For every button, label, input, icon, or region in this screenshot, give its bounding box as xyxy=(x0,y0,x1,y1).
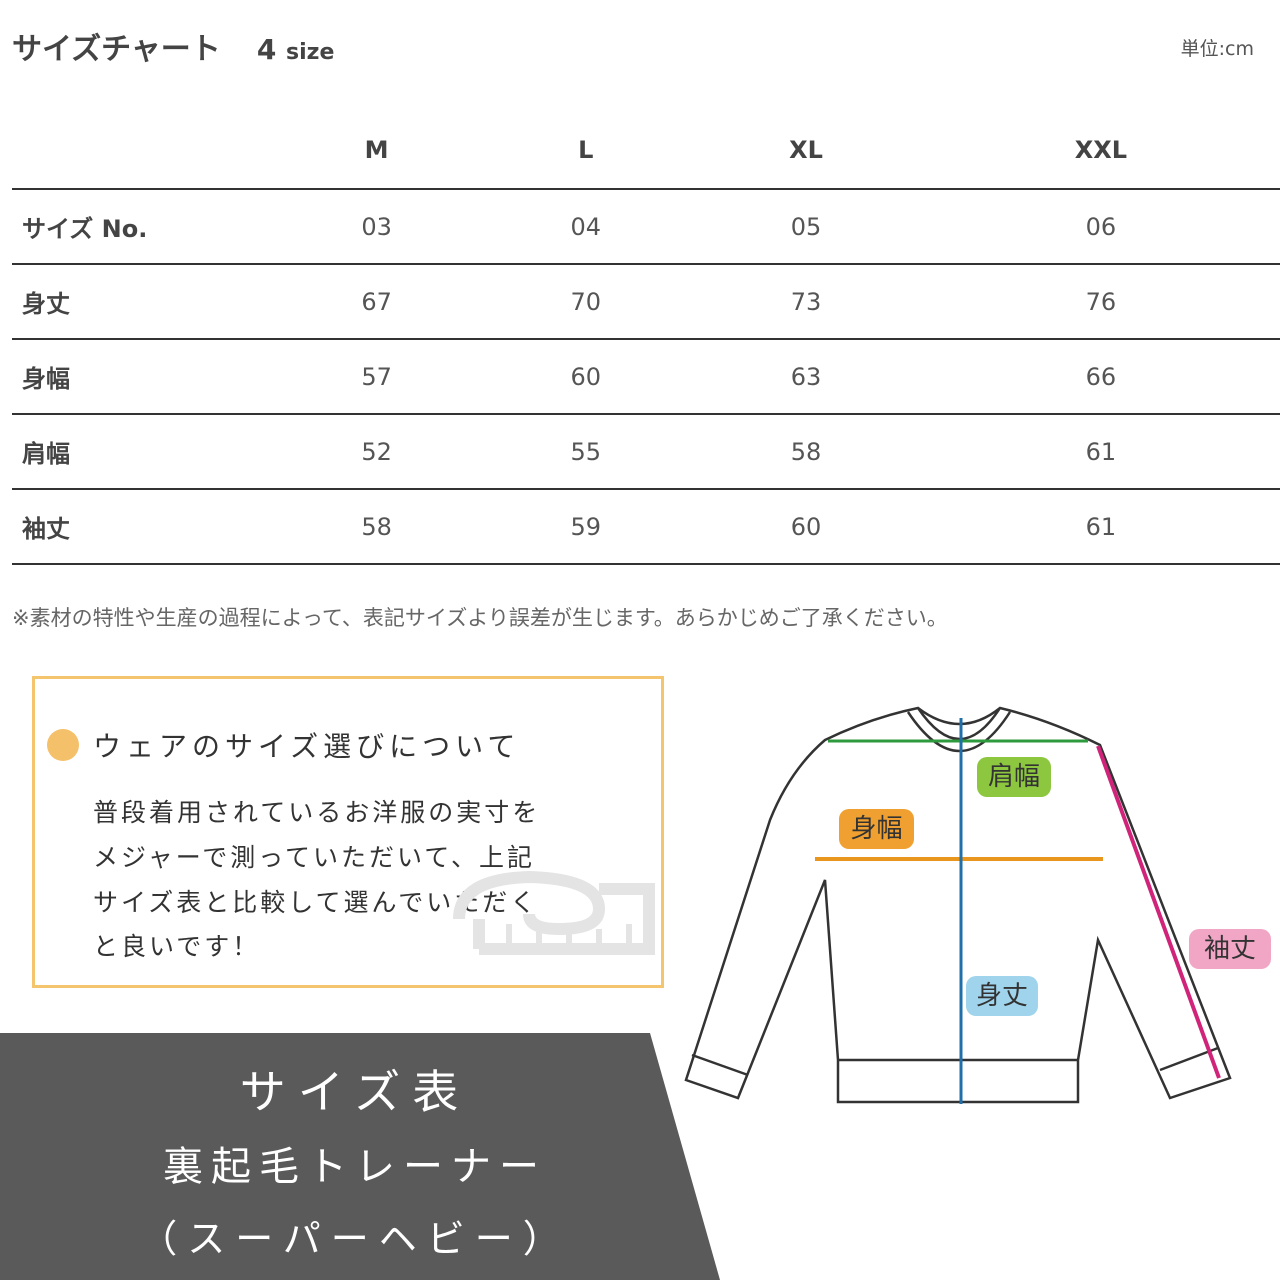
tip-line: メジャーで測っていただいて、上記 xyxy=(93,843,536,872)
sweatshirt-outline xyxy=(684,706,1232,1104)
table-row: 身幅 57 60 63 66 xyxy=(12,338,1280,414)
tape-measure-icon xyxy=(453,870,655,955)
size-word: size xyxy=(286,40,335,65)
size-table: M L XL XXL サイズ No. 03 04 05 06 身丈 67 70 73 76 身幅 57… xyxy=(12,112,1280,565)
cell-value: 67 xyxy=(272,263,482,339)
cell-value: 76 xyxy=(921,263,1280,339)
col-xl: XL xyxy=(789,136,823,164)
disclaimer-note: ※素材の特性や生産の過程によって、表記サイズより誤差が生じます。あらかじめご了承… xyxy=(12,606,948,630)
cell-value: 57 xyxy=(272,338,482,414)
shoulder-tag: 肩幅 xyxy=(977,757,1051,797)
table-row: 肩幅 52 55 58 61 xyxy=(12,413,1280,489)
banner-subtitle: （スーパーヘビー） xyxy=(139,1217,571,1261)
cell-value: 60 xyxy=(481,338,691,414)
cell-value: 63 xyxy=(690,338,922,414)
row-label: 身丈 xyxy=(12,263,272,339)
tip-box: ウェアのサイズ選びについて 普段着用されているお洋服の実寸を メジャーで測ってい… xyxy=(32,676,664,988)
title-text: サイズチャート xyxy=(12,32,221,67)
col-l: L xyxy=(578,136,594,164)
cell-value: 55 xyxy=(481,413,691,489)
cell-value: 70 xyxy=(481,263,691,339)
tip-heading: ウェアのサイズ選びについて xyxy=(93,730,521,763)
cell-value: 58 xyxy=(272,488,482,565)
length-tag: 身丈 xyxy=(966,976,1038,1016)
cell-value: 52 xyxy=(272,413,482,489)
cell-value: 61 xyxy=(921,413,1280,489)
sleeve-tag: 袖丈 xyxy=(1189,929,1271,969)
unit-label: 単位:cm xyxy=(1180,38,1254,60)
col-xxl: XXL xyxy=(1074,136,1128,164)
row-label: 袖丈 xyxy=(12,488,272,565)
table-row: サイズ No. 03 04 05 06 xyxy=(12,188,1280,264)
cell-value: 06 xyxy=(921,188,1280,264)
tip-line: 普段着用されているお洋服の実寸を xyxy=(93,798,541,827)
col-m: M xyxy=(364,136,389,164)
banner-title: サイズ表 xyxy=(239,1065,471,1119)
size-count: 4 size xyxy=(257,33,335,66)
title-banner xyxy=(0,1033,720,1280)
table-row: 袖丈 58 59 60 61 xyxy=(12,488,1280,565)
page-title: サイズチャート 4 size xyxy=(12,24,334,68)
cell-value: 59 xyxy=(481,488,691,565)
tip-line: と良いです！ xyxy=(93,932,261,961)
row-label: 肩幅 xyxy=(12,413,272,489)
banner-product: 裏起毛トレーナー xyxy=(163,1144,547,1190)
cell-value: 60 xyxy=(690,488,922,565)
table-row: 身丈 67 70 73 76 xyxy=(12,263,1280,339)
cell-value: 58 xyxy=(690,413,922,489)
row-label: 身幅 xyxy=(12,338,272,414)
cell-value: 03 xyxy=(272,188,482,264)
bullet-dot-icon xyxy=(47,729,79,761)
cell-value: 05 xyxy=(690,188,922,264)
width-tag: 身幅 xyxy=(839,809,914,849)
cell-value: 73 xyxy=(690,263,922,339)
row-label: サイズ No. xyxy=(12,188,272,264)
cell-value: 66 xyxy=(921,338,1280,414)
size-count-number: 4 xyxy=(256,33,277,66)
cell-value: 61 xyxy=(921,488,1280,565)
sleeve-arrow xyxy=(1096,745,1221,1079)
table-header: M L XL XXL xyxy=(12,112,1280,189)
cell-value: 04 xyxy=(481,188,691,264)
